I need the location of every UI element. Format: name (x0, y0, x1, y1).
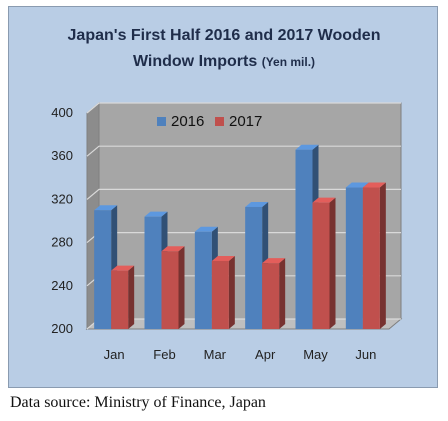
bar-side (228, 255, 235, 329)
bar-top (211, 255, 235, 261)
bar-front (194, 231, 212, 329)
bar-front (144, 216, 162, 329)
bar-2017-Mar (211, 255, 235, 329)
x-tick-label: Feb (153, 347, 175, 362)
x-tick-label: May (303, 347, 328, 362)
bar-top (161, 246, 185, 252)
chart-title-unit: (Yen mil.) (261, 55, 316, 69)
bar-top (262, 258, 286, 264)
data-source-caption: Data source: Ministry of Finance, Japan (10, 394, 266, 411)
legend-item-2016: 2016 (157, 113, 204, 130)
bars (94, 144, 386, 329)
chart-title-text: Window Imports (132, 53, 258, 70)
x-tick-label: Apr (255, 347, 276, 362)
bar-front (262, 263, 280, 329)
chart-title-line2: Window Imports (Yen mil.) (9, 53, 439, 71)
y-tick-label: 400 (51, 105, 73, 120)
chart-title-line1: Japan's First Half 2016 and 2017 Wooden (67, 27, 381, 44)
bar-side (279, 258, 286, 329)
legend-swatch (157, 117, 166, 126)
bar-side (379, 182, 386, 329)
y-tick-label: 360 (51, 148, 73, 163)
bar-front (161, 251, 179, 329)
legend: 2016 2017 (157, 113, 262, 130)
legend-item-2017: 2017 (215, 113, 262, 130)
bar-front (245, 206, 263, 329)
bar-front (295, 149, 313, 329)
bar-top (245, 201, 269, 207)
bar-2017-Feb (161, 246, 185, 329)
y-tick-label: 240 (51, 278, 73, 293)
bar-top (362, 182, 386, 188)
bar-front (312, 202, 330, 329)
bar-2017-Jan (111, 265, 135, 329)
x-tick-label: Jan (104, 347, 125, 362)
legend-label: 2017 (229, 113, 262, 130)
legend-swatch (215, 117, 224, 126)
bar-side (128, 265, 135, 329)
bar-top (94, 205, 118, 211)
x-axis-ticks: Jan Feb Mar Apr May Jun (104, 347, 377, 362)
y-tick-label: 280 (51, 235, 73, 250)
bar-chart: 400 360 320 280 240 200 Jan Feb Mar Apr May Jun 20… (51, 101, 403, 362)
bar-side (329, 197, 336, 329)
legend-label: 2016 (171, 113, 204, 130)
x-tick-label: Jun (355, 347, 376, 362)
bar-2017-Jun (362, 182, 386, 329)
bar-top (312, 197, 336, 203)
bar-front (345, 187, 363, 329)
y-tick-label: 320 (51, 191, 73, 206)
chart-frame: Japan's First Half 2016 and 2017 Wooden … (8, 6, 438, 388)
bar-front (94, 210, 112, 329)
y-tick-label: 200 (51, 321, 73, 336)
bar-2017-Apr (262, 258, 286, 329)
bar-top (295, 144, 319, 150)
bar-top (345, 182, 369, 188)
y-axis-ticks: 400 360 320 280 240 200 (51, 105, 73, 336)
bar-front (362, 187, 380, 329)
bar-front (111, 270, 129, 329)
bar-top (194, 226, 218, 232)
gridline (86, 102, 401, 114)
bar-2017-May (312, 197, 336, 329)
bar-front (211, 260, 229, 329)
bar-top (144, 211, 168, 217)
x-tick-label: Mar (204, 347, 227, 362)
bar-top (111, 265, 135, 271)
bar-side (178, 246, 185, 329)
